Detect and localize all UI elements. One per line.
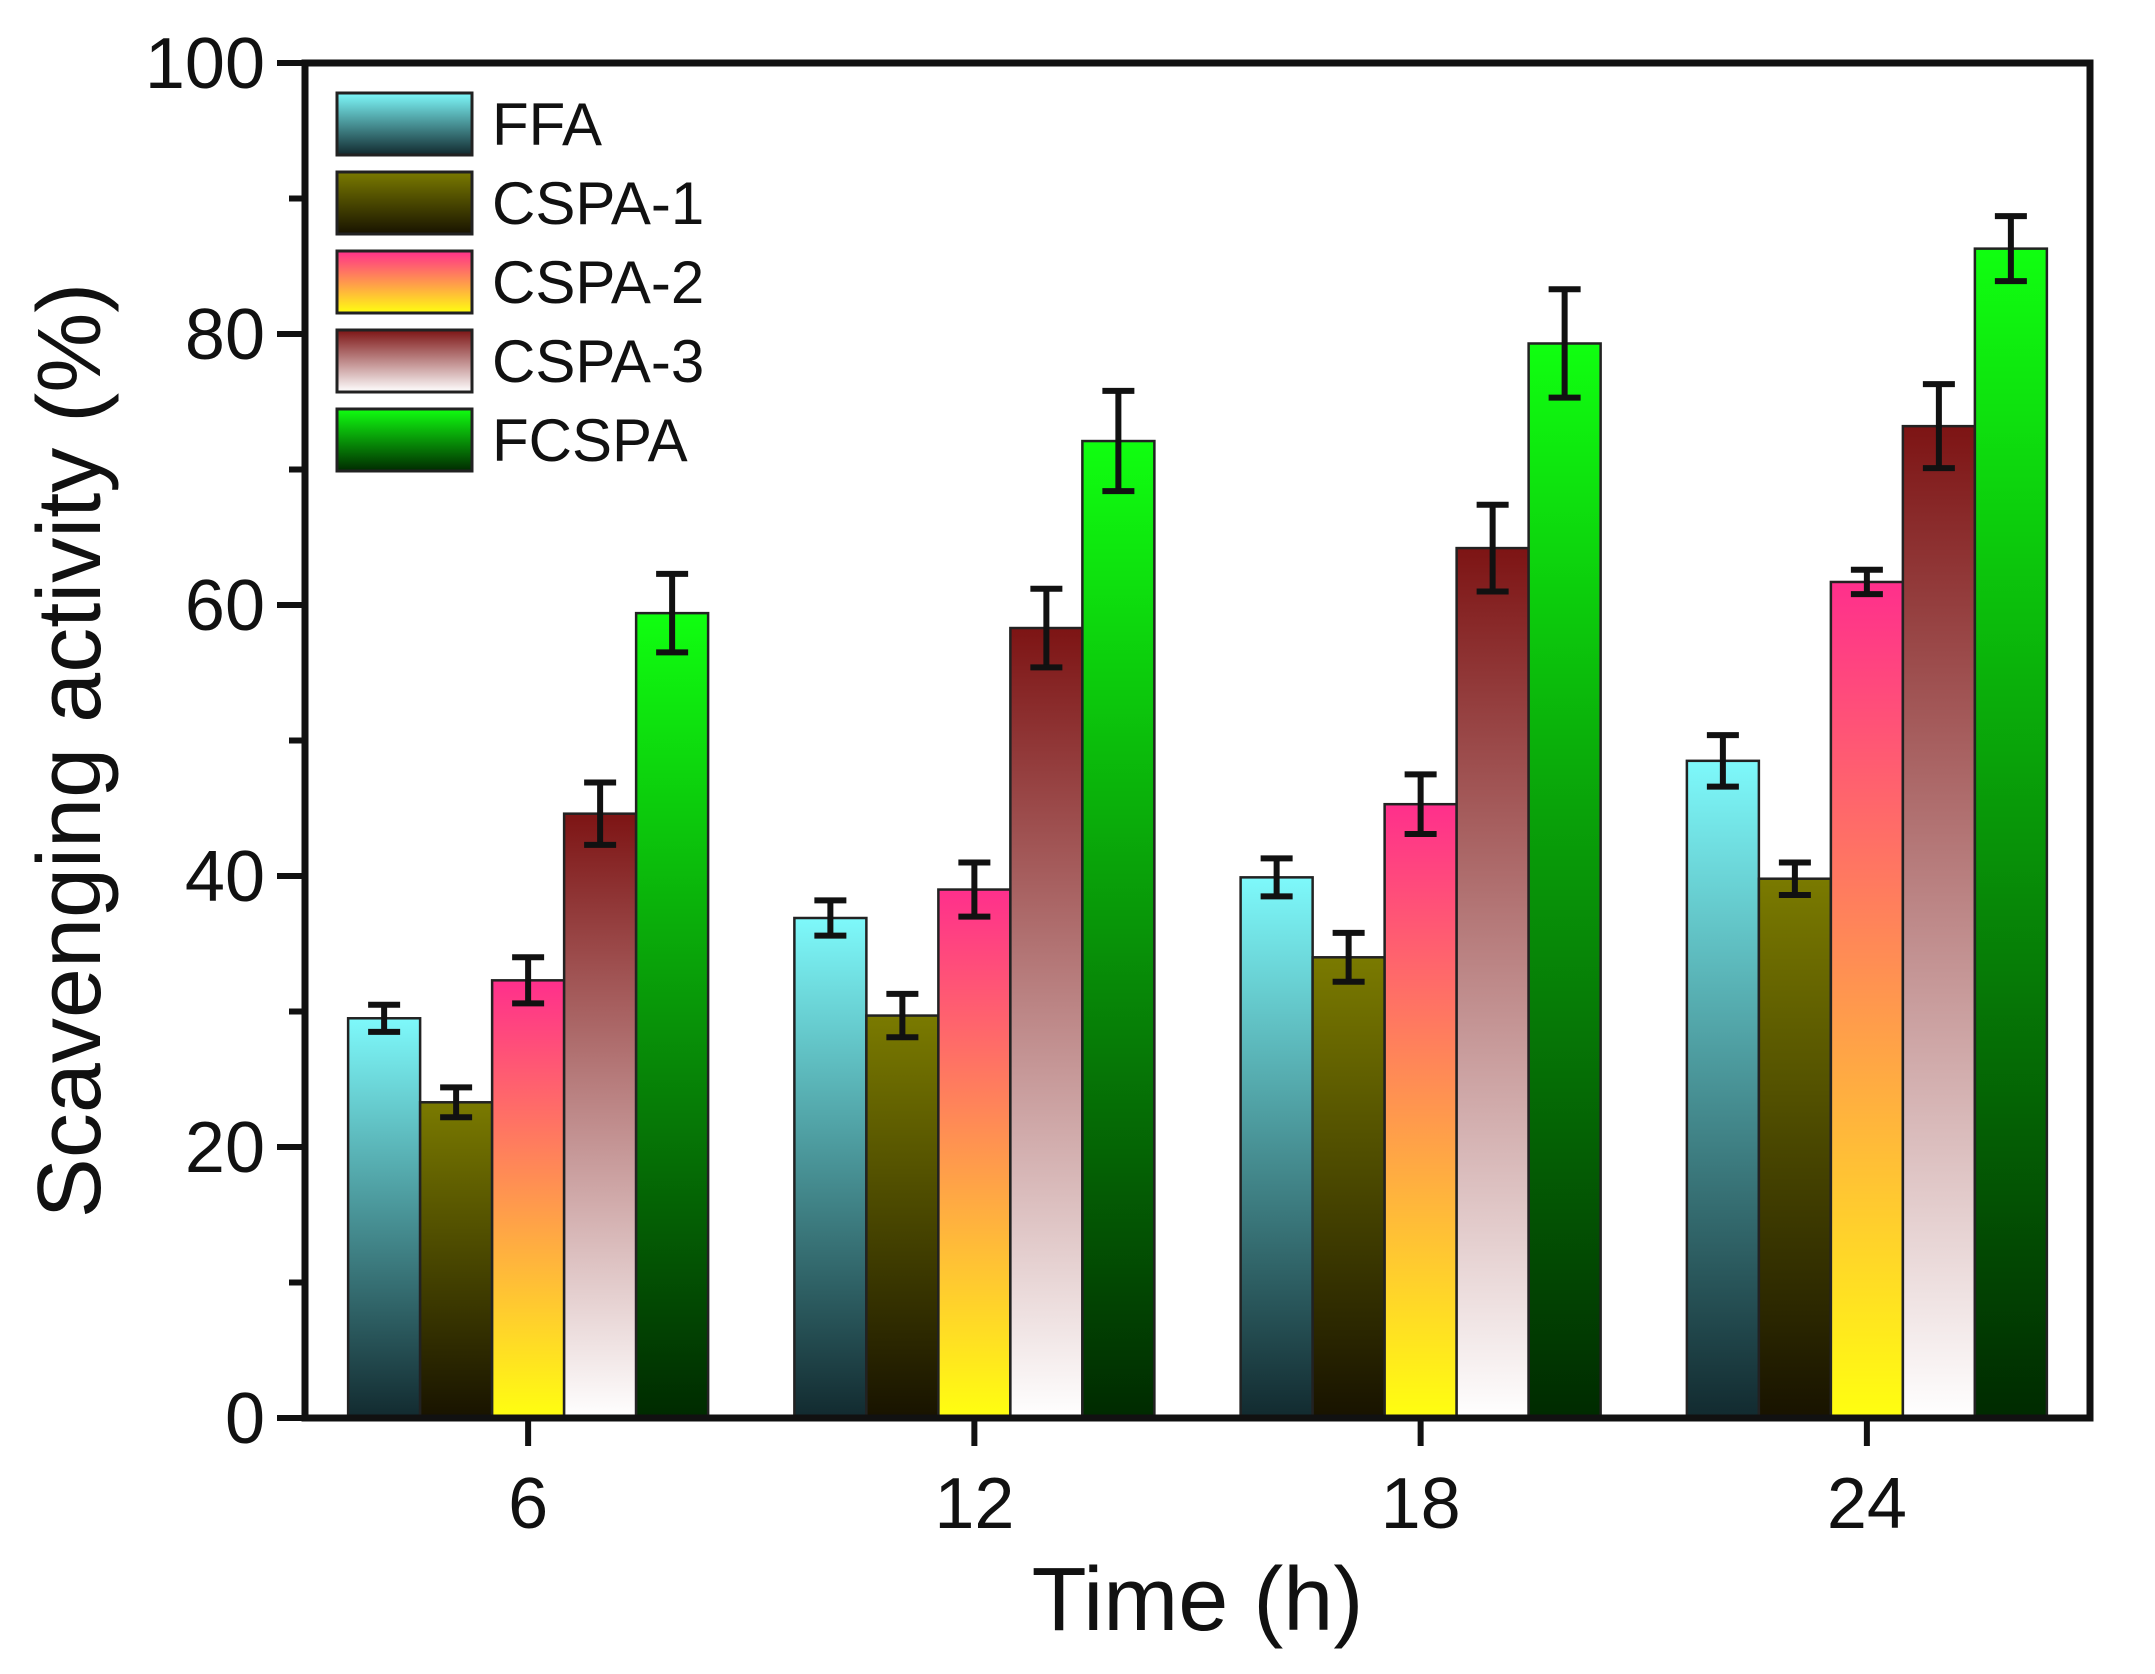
bar-ffa-12h	[793, 916, 868, 1420]
bar-cspa-1-6h	[418, 1101, 494, 1420]
legend-item-ffa: FFA	[335, 91, 602, 158]
bars-layer	[346, 247, 2049, 1420]
legend-swatch	[335, 91, 474, 157]
bar-ffa-6h	[346, 1017, 422, 1420]
error-bar-fcspa-24h	[1994, 213, 2027, 285]
y-tick-label: 80	[185, 295, 265, 375]
y-axis: 0 20 40 60 80 100	[145, 24, 305, 1459]
error-bar-cspa-1-6h	[440, 1084, 473, 1121]
bar-cspa-2-6h	[490, 979, 566, 1420]
legend-swatch	[335, 249, 474, 315]
legend-item-cspa-1: CSPA-1	[335, 170, 704, 237]
error-bar-cspa-3-6h	[584, 779, 617, 848]
error-bar-cspa-2-6h	[512, 954, 545, 1007]
y-tick-label: 40	[185, 837, 265, 917]
bar-cspa-2-24h	[1829, 580, 1905, 1420]
bar-cspa-1-24h	[1757, 877, 1833, 1420]
legend-label: CSPA-2	[492, 249, 704, 316]
legend-swatch	[335, 407, 474, 473]
error-bar-ffa-12h	[814, 897, 847, 939]
x-tick-label: 24	[1827, 1464, 1907, 1544]
y-tick-label: 60	[185, 566, 265, 646]
error-bar-cspa-3-24h	[1922, 381, 1955, 472]
error-bar-fcspa-6h	[656, 570, 689, 656]
bar-cspa-1-12h	[865, 1014, 940, 1420]
y-axis-title: Scavenging activity (%)	[20, 283, 120, 1218]
error-bars-layer	[368, 213, 2027, 1121]
bar-cspa-3-6h	[562, 812, 638, 1420]
y-tick-label: 20	[185, 1108, 265, 1188]
error-bar-cspa-3-18h	[1476, 501, 1509, 595]
y-tick-label: 100	[145, 24, 265, 104]
x-axis: 6 12 18 24	[508, 1418, 1907, 1544]
legend-item-cspa-2: CSPA-2	[335, 249, 704, 316]
legend-swatch	[335, 328, 474, 394]
error-bar-cspa-3-12h	[1030, 585, 1063, 671]
legend-item-cspa-3: CSPA-3	[335, 328, 704, 395]
bar-cspa-3-18h	[1455, 546, 1530, 1420]
x-tick-label: 6	[508, 1464, 548, 1544]
error-bar-fcspa-18h	[1548, 286, 1581, 401]
error-bar-cspa-2-24h	[1850, 566, 1883, 598]
error-bar-fcspa-12h	[1102, 387, 1135, 495]
bar-fcspa-12h	[1081, 439, 1156, 1420]
x-tick-label: 12	[934, 1464, 1014, 1544]
x-tick-label: 18	[1381, 1464, 1461, 1544]
bar-cspa-3-24h	[1901, 424, 1977, 1420]
legend-item-fcspa: FCSPA	[335, 407, 688, 474]
error-bar-cspa-1-24h	[1778, 859, 1811, 898]
legend-swatch	[335, 170, 474, 236]
error-bar-cspa-1-18h	[1332, 929, 1365, 985]
error-bar-cspa-2-12h	[958, 859, 991, 920]
error-bar-cspa-1-12h	[886, 990, 919, 1041]
legend-label: CSPA-1	[492, 170, 704, 237]
x-axis-title: Time (h)	[1032, 1550, 1364, 1650]
bar-fcspa-18h	[1527, 342, 1602, 1420]
bar-cspa-2-18h	[1383, 802, 1458, 1420]
error-bar-ffa-18h	[1260, 855, 1293, 900]
legend-label: FFA	[492, 91, 602, 158]
legend: FFA CSPA-1 CSPA-2 CSPA-3 FCSPA	[335, 91, 704, 474]
bar-cspa-2-12h	[937, 888, 1012, 1420]
bar-ffa-18h	[1239, 876, 1314, 1420]
bar-cspa-1-18h	[1311, 956, 1386, 1420]
bar-cspa-3-12h	[1009, 626, 1084, 1420]
y-tick-label: 0	[225, 1379, 265, 1459]
bar-ffa-24h	[1685, 759, 1761, 1420]
error-bar-ffa-6h	[368, 1001, 401, 1035]
bar-fcspa-6h	[634, 611, 710, 1420]
error-bar-cspa-2-18h	[1404, 771, 1437, 837]
legend-label: FCSPA	[492, 407, 688, 474]
bar-fcspa-24h	[1973, 247, 2049, 1420]
error-bar-ffa-24h	[1706, 732, 1739, 790]
legend-label: CSPA-3	[492, 328, 704, 395]
